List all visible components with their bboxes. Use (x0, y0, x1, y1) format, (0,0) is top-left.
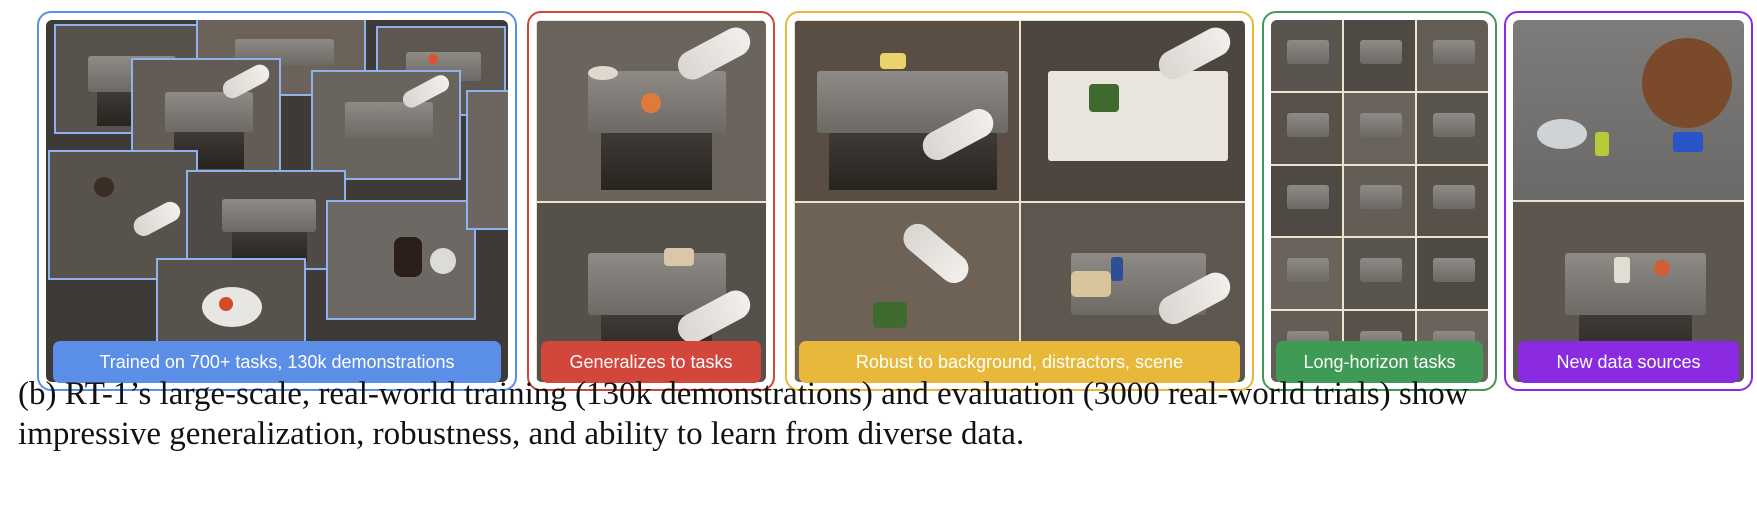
panel-robust: Robust to background, distractors, scene (785, 11, 1254, 391)
collage-new-data (1513, 20, 1744, 382)
figure-caption: (b) RT-1’s large-scale, real-world train… (18, 374, 1753, 454)
robot-scene-image (466, 90, 508, 230)
kuka-scene-image (1513, 20, 1744, 202)
robot-scene-image (794, 20, 1020, 202)
robot-scene-image (1344, 92, 1415, 164)
robot-scene-image (536, 20, 766, 202)
robot-scene-image (1417, 20, 1488, 91)
robot-scene-image (1417, 238, 1488, 310)
collage-robust (794, 20, 1245, 382)
robot-scene-image (1271, 20, 1342, 91)
robot-scene-image (1417, 92, 1488, 164)
robot-scene-image (1344, 165, 1415, 237)
panel-new-data: New data sources (1504, 11, 1753, 391)
collage-generalizes (536, 20, 766, 382)
robot-scene-image (1344, 20, 1415, 91)
label-long-horizon: Long-horizon tasks (1276, 341, 1483, 383)
collage-trained (46, 20, 508, 382)
caption-line-2: impressive generalization, robustness, a… (18, 416, 1025, 452)
label-robust: Robust to background, distractors, scene (799, 341, 1240, 383)
robot-scene-image (1271, 92, 1342, 164)
robot-scene-image (326, 200, 476, 320)
label-generalizes: Generalizes to tasks (541, 341, 761, 383)
label-trained: Trained on 700+ tasks, 130k demonstratio… (53, 341, 501, 383)
robot-scene-image (186, 170, 346, 270)
figure-panels: Trained on 700+ tasks, 130k demonstratio… (37, 11, 1753, 391)
robot-scene-image (1344, 238, 1415, 310)
caption-line-1: (b) RT-1’s large-scale, real-world train… (18, 376, 1469, 412)
panel-long-horizon: Long-horizon tasks (1262, 11, 1497, 391)
label-new-data: New data sources (1518, 341, 1739, 383)
panel-generalizes: Generalizes to tasks (527, 11, 775, 391)
robot-scene-image (1271, 238, 1342, 310)
robot-scene-image (1020, 20, 1245, 202)
robot-scene-image (1417, 165, 1488, 237)
panel-trained: Trained on 700+ tasks, 130k demonstratio… (37, 11, 517, 391)
robot-scene-image (311, 70, 461, 180)
robot-scene-image (1271, 165, 1342, 237)
grid-long-horizon (1271, 20, 1488, 382)
